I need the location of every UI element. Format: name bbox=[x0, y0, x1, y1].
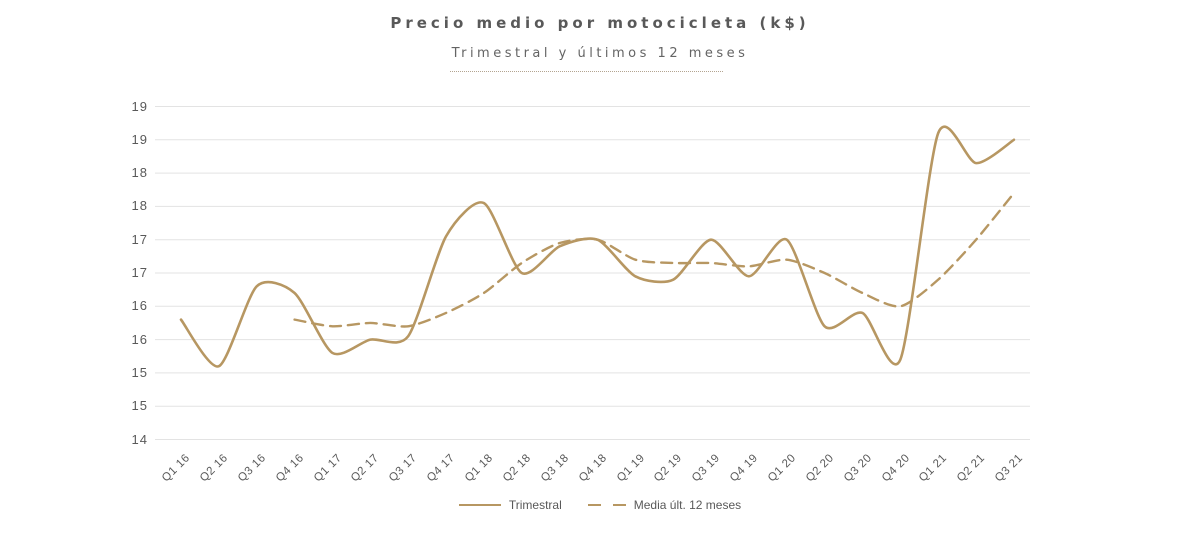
legend-item-trimestral: Trimestral bbox=[458, 498, 562, 512]
x-tick-label: Q3 17 bbox=[387, 452, 420, 485]
dashed-line-swatch-icon bbox=[587, 503, 626, 507]
plot-area bbox=[155, 106, 1030, 440]
series-line-trimestral bbox=[179, 125, 1016, 368]
x-tick-label: Q1 20 bbox=[765, 452, 799, 485]
chart-title: Precio medio por motocicleta (k$) bbox=[390, 14, 810, 32]
y-tick-label: 16 bbox=[131, 331, 148, 347]
y-tick-label: 19 bbox=[131, 131, 148, 147]
x-tick-label: Q1 18 bbox=[462, 452, 496, 485]
x-tick-label: Q3 20 bbox=[841, 452, 874, 485]
solid-line-swatch-icon bbox=[458, 503, 501, 507]
x-tick-label: Q3 19 bbox=[690, 452, 723, 485]
legend-label: Trimestral bbox=[508, 498, 562, 512]
series-line-media-12-meses bbox=[293, 191, 1016, 328]
y-tick-label: 14 bbox=[131, 431, 148, 447]
x-tick-label: Q1 16 bbox=[160, 452, 193, 485]
x-tick-label: Q4 17 bbox=[425, 452, 458, 485]
y-tick-label: 17 bbox=[131, 231, 148, 247]
subtitle-underline bbox=[450, 71, 723, 72]
y-tick-label: 15 bbox=[131, 364, 148, 380]
legend-item-media-12-meses: Media últ. 12 meses bbox=[587, 498, 742, 512]
chart-subtitle: Trimestral y últimos 12 meses bbox=[451, 46, 749, 61]
x-tick-label: Q2 21 bbox=[955, 452, 988, 485]
x-tick-label: Q3 21 bbox=[993, 452, 1026, 485]
x-tick-label: Q3 18 bbox=[538, 452, 572, 485]
y-tick-label: 16 bbox=[131, 298, 148, 314]
x-tick-label: Q2 18 bbox=[500, 452, 534, 485]
x-tick-label: Q1 17 bbox=[311, 452, 344, 485]
x-tick-label: Q3 16 bbox=[235, 452, 269, 485]
x-tick-label: Q1 19 bbox=[614, 452, 647, 485]
y-tick-label: 19 bbox=[131, 98, 148, 114]
x-tick-label: Q1 21 bbox=[917, 452, 950, 485]
y-tick-label: 18 bbox=[131, 198, 148, 214]
legend-label: Media últ. 12 meses bbox=[633, 498, 742, 512]
y-tick-label: 18 bbox=[131, 165, 148, 181]
x-tick-label: Q4 19 bbox=[727, 452, 761, 485]
x-tick-label: Q2 17 bbox=[349, 452, 382, 485]
y-tick-label: 15 bbox=[131, 398, 148, 414]
x-tick-label: Q2 20 bbox=[803, 452, 837, 485]
x-tick-label: Q2 16 bbox=[197, 452, 231, 485]
x-tick-label: Q4 20 bbox=[879, 452, 912, 485]
x-tick-label: Q4 18 bbox=[576, 452, 609, 485]
legend: Trimestral Media últ. 12 meses bbox=[0, 498, 1200, 512]
y-tick-label: 17 bbox=[131, 265, 148, 280]
x-tick-label: Q4 16 bbox=[273, 452, 307, 485]
x-tick-label: Q2 19 bbox=[652, 452, 685, 485]
